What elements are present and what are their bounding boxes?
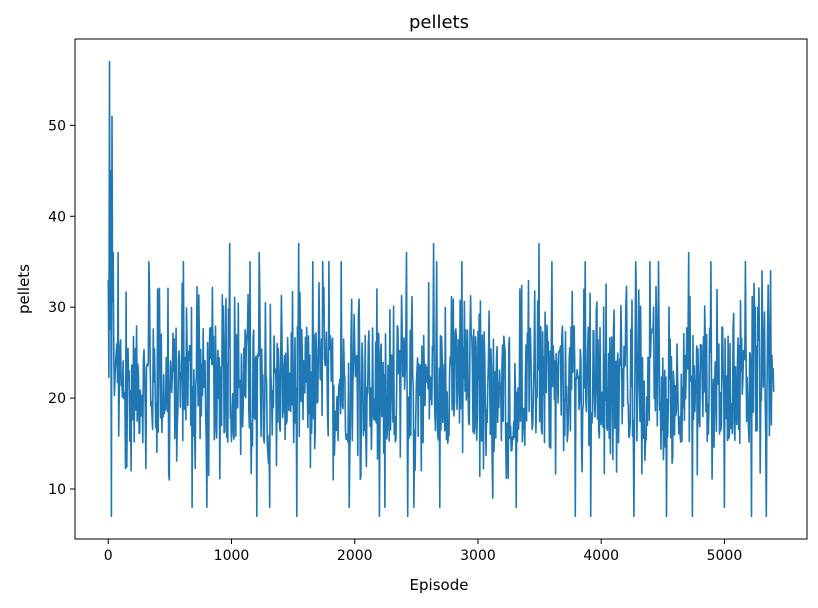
chart-title: pellets xyxy=(409,12,469,33)
x-tick-label: 0 xyxy=(104,548,113,564)
y-axis: 10 20 30 40 50 xyxy=(48,118,75,498)
x-tick-label: 4000 xyxy=(583,548,619,564)
y-tick-label: 40 xyxy=(48,209,66,225)
plot-area xyxy=(74,38,808,540)
series-layer xyxy=(107,60,775,518)
y-tick-label: 20 xyxy=(48,391,66,407)
x-tick-label: 5000 xyxy=(707,548,743,564)
axes-frame xyxy=(74,38,808,540)
y-axis-label: pellets xyxy=(15,264,33,314)
x-tick-label: 3000 xyxy=(460,548,496,564)
x-tick-label: 1000 xyxy=(214,548,250,564)
x-tick-label: 2000 xyxy=(337,548,373,564)
y-tick-label: 50 xyxy=(48,118,66,134)
x-axis: 0 1000 2000 3000 4000 5000 xyxy=(104,539,742,564)
series-line xyxy=(107,60,775,518)
y-tick-label: 30 xyxy=(48,300,66,316)
x-axis-label: Episode xyxy=(410,576,469,594)
y-tick-label: 10 xyxy=(48,482,66,498)
